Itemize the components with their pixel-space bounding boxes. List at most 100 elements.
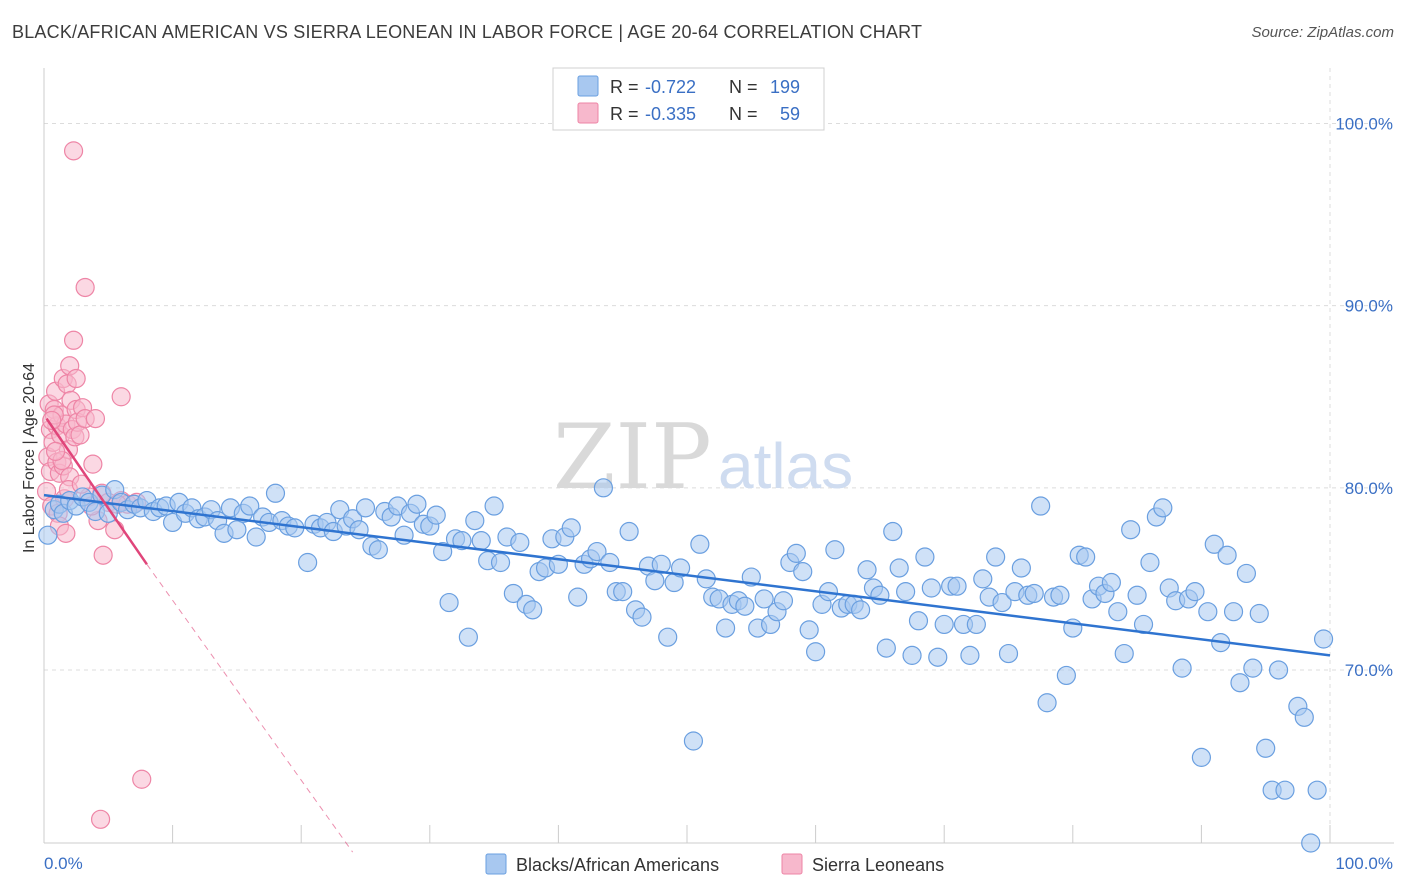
- legend: R = -0.722 N = 199 R = -0.335 N = 59: [552, 67, 825, 131]
- data-point: [1217, 545, 1237, 565]
- data-point: [1301, 833, 1321, 853]
- data-point: [690, 534, 710, 554]
- data-point: [83, 454, 103, 474]
- data-point: [986, 547, 1006, 567]
- data-point: [265, 483, 286, 503]
- data-point: [587, 541, 607, 562]
- data-point: [439, 592, 459, 613]
- data-point: [75, 277, 95, 298]
- data-point: [484, 496, 504, 516]
- data-point: [63, 330, 84, 350]
- data-point: [561, 518, 581, 538]
- watermark-zip: ZIP: [553, 405, 712, 510]
- data-point: [90, 809, 111, 829]
- data-point: [960, 645, 980, 665]
- y-axis-label: In Labor Force | Age 20-64: [21, 363, 38, 553]
- data-point: [632, 607, 652, 627]
- legend-r-label-pink: R =: [610, 104, 639, 124]
- data-point: [998, 643, 1019, 664]
- bottom-legend-swatch-pink: [781, 853, 803, 875]
- data-point: [240, 496, 260, 516]
- data-point: [902, 645, 922, 665]
- data-point: [889, 558, 909, 578]
- data-point: [1108, 602, 1128, 622]
- data-point: [915, 547, 935, 567]
- data-point: [70, 425, 90, 445]
- data-point: [1275, 780, 1295, 800]
- data-point: [1294, 707, 1314, 727]
- data-point: [355, 498, 376, 518]
- data-point: [593, 478, 614, 498]
- chart-source: Source: ZipAtlas.com: [1251, 24, 1394, 41]
- data-point: [368, 540, 388, 560]
- data-point: [426, 505, 446, 525]
- data-point: [928, 647, 948, 667]
- data-point: [1256, 738, 1276, 758]
- data-point: [876, 638, 896, 658]
- data-point: [1198, 602, 1218, 622]
- data-point: [651, 554, 671, 574]
- data-point: [805, 642, 826, 662]
- data-point: [645, 571, 665, 591]
- data-point: [1313, 629, 1334, 649]
- data-point: [851, 600, 871, 620]
- watermark: ZIP atlas: [553, 405, 853, 510]
- legend-n-value-pink: 59: [780, 104, 800, 124]
- data-point: [63, 141, 84, 161]
- data-point: [132, 769, 152, 789]
- data-point: [619, 521, 639, 542]
- trend-lines: [43, 417, 1331, 853]
- data-point: [433, 541, 453, 562]
- data-point: [490, 552, 511, 573]
- legend-n-label-blue: N =: [729, 77, 758, 97]
- data-point: [56, 523, 76, 543]
- legend-r-value-pink: -0.335: [645, 104, 696, 124]
- data-point: [883, 521, 903, 542]
- data-point: [1236, 563, 1257, 584]
- data-point: [992, 592, 1012, 613]
- data-point: [465, 511, 485, 531]
- series-blacks-african-americans: [38, 478, 1334, 853]
- data-point: [715, 618, 736, 638]
- legend-n-label-pink: N =: [729, 104, 758, 124]
- trend-line-sierra-leoneans: [45, 417, 148, 566]
- data-point: [947, 576, 967, 596]
- data-point: [799, 620, 819, 640]
- data-point: [786, 543, 806, 563]
- y-tick-label: 70.0%: [1345, 661, 1393, 680]
- data-point: [1172, 658, 1192, 678]
- data-point: [1076, 547, 1096, 567]
- data-point: [1307, 780, 1327, 800]
- data-point: [793, 562, 813, 582]
- data-point: [1249, 603, 1269, 624]
- data-point: [568, 587, 588, 607]
- data-point: [510, 532, 530, 553]
- x-tick-label-end: 100.0%: [1335, 854, 1393, 873]
- data-point: [658, 627, 678, 647]
- data-point: [1153, 498, 1173, 518]
- legend-swatch-pink: [577, 102, 599, 124]
- data-point: [934, 614, 954, 635]
- bottom-legend-label-pink: Sierra Leoneans: [812, 855, 944, 875]
- legend-r-value-blue: -0.722: [645, 77, 696, 97]
- data-point: [38, 525, 58, 545]
- data-point: [600, 552, 620, 573]
- data-point: [1243, 658, 1263, 678]
- data-point: [1223, 602, 1244, 622]
- data-point: [1140, 552, 1160, 573]
- data-point: [973, 569, 993, 589]
- data-point: [1127, 585, 1147, 605]
- y-tick-labels: 70.0% 80.0% 90.0% 100.0%: [1335, 115, 1393, 680]
- data-point: [1101, 572, 1121, 593]
- data-point: [1133, 614, 1154, 635]
- x-tick-label-start: 0.0%: [44, 854, 83, 873]
- data-point: [921, 578, 941, 598]
- chart-title: BLACK/AFRICAN AMERICAN VS SIERRA LEONEAN…: [12, 22, 923, 42]
- legend-r-label-blue: R =: [610, 77, 639, 97]
- data-point: [105, 520, 125, 540]
- data-point: [966, 614, 986, 635]
- data-point: [452, 531, 472, 551]
- data-point: [471, 531, 491, 551]
- bottom-legend: Blacks/African Americans Sierra Leoneans: [485, 853, 944, 875]
